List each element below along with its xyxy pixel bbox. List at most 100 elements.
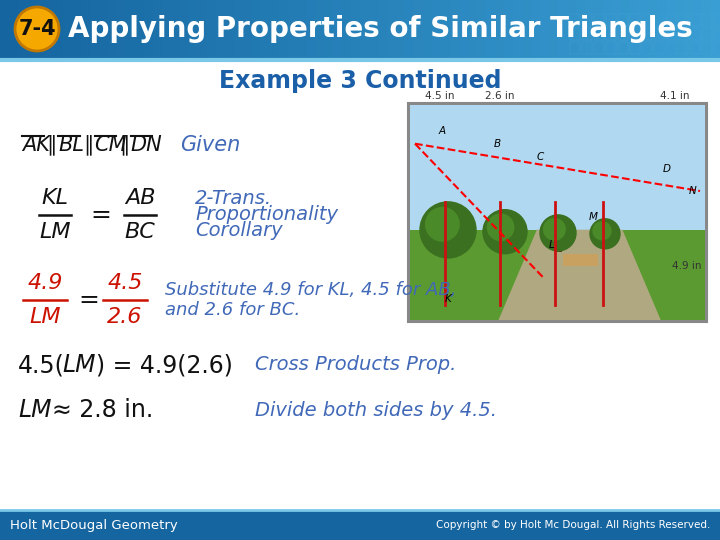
Text: =: = [78,288,99,312]
FancyBboxPatch shape [333,0,343,58]
FancyBboxPatch shape [0,61,720,512]
FancyBboxPatch shape [410,230,705,320]
FancyBboxPatch shape [27,0,37,58]
FancyBboxPatch shape [486,0,496,58]
FancyBboxPatch shape [603,0,613,58]
Text: BC: BC [125,222,156,242]
FancyBboxPatch shape [0,510,720,540]
Circle shape [426,207,459,241]
FancyBboxPatch shape [657,0,667,58]
Circle shape [15,7,59,51]
FancyBboxPatch shape [99,0,109,58]
Text: 4.9 in: 4.9 in [672,261,702,271]
FancyBboxPatch shape [554,238,562,252]
Text: 4.5: 4.5 [107,273,143,293]
FancyBboxPatch shape [126,0,136,58]
Text: LM: LM [39,222,71,242]
Text: Applying Properties of Similar Triangles: Applying Properties of Similar Triangles [68,15,693,43]
FancyBboxPatch shape [288,0,298,58]
Text: LM: LM [62,353,96,377]
Text: 4.5 in: 4.5 in [426,91,455,101]
FancyBboxPatch shape [585,0,595,58]
Text: D: D [663,165,671,174]
FancyBboxPatch shape [378,0,388,58]
FancyBboxPatch shape [279,0,289,58]
Text: ∥: ∥ [83,134,94,156]
FancyBboxPatch shape [702,0,712,58]
Text: 2.6: 2.6 [107,307,143,327]
FancyBboxPatch shape [243,0,253,58]
FancyBboxPatch shape [423,0,433,58]
FancyBboxPatch shape [693,0,703,58]
FancyBboxPatch shape [180,0,190,58]
FancyBboxPatch shape [45,0,55,58]
FancyBboxPatch shape [81,0,91,58]
FancyBboxPatch shape [558,0,568,58]
FancyBboxPatch shape [297,0,307,58]
FancyBboxPatch shape [18,0,28,58]
FancyBboxPatch shape [612,0,622,58]
Text: L: L [549,240,554,249]
Text: LM: LM [30,307,60,327]
FancyBboxPatch shape [342,0,352,58]
Text: LM: LM [18,398,52,422]
Polygon shape [498,230,661,320]
Text: Corollary: Corollary [195,221,283,240]
FancyBboxPatch shape [207,0,217,58]
Circle shape [420,202,476,258]
Text: A: A [438,126,446,136]
FancyBboxPatch shape [396,0,406,58]
FancyBboxPatch shape [504,0,514,58]
FancyBboxPatch shape [563,254,598,266]
FancyBboxPatch shape [408,103,707,322]
FancyBboxPatch shape [468,0,478,58]
Text: 4.9: 4.9 [27,273,63,293]
Text: AB: AB [125,187,156,207]
Circle shape [544,219,565,240]
Text: ≈ 2.8 in.: ≈ 2.8 in. [52,398,153,422]
Text: Copyright © by Holt Mc Dougal. All Rights Reserved.: Copyright © by Holt Mc Dougal. All Right… [436,520,710,530]
FancyBboxPatch shape [144,0,154,58]
FancyBboxPatch shape [567,0,577,58]
FancyBboxPatch shape [270,0,280,58]
FancyBboxPatch shape [153,0,163,58]
FancyBboxPatch shape [594,0,604,58]
FancyBboxPatch shape [162,0,172,58]
FancyBboxPatch shape [252,0,262,58]
FancyBboxPatch shape [369,0,379,58]
FancyBboxPatch shape [666,0,676,58]
Circle shape [593,222,611,240]
Text: 2-Trans.: 2-Trans. [195,190,272,208]
Text: N: N [689,186,697,196]
Text: and 2.6 for BC.: and 2.6 for BC. [165,301,300,319]
FancyBboxPatch shape [501,238,509,254]
Text: B: B [493,139,500,148]
FancyBboxPatch shape [171,0,181,58]
FancyBboxPatch shape [306,0,316,58]
Text: 4.1 in: 4.1 in [660,91,690,101]
FancyBboxPatch shape [477,0,487,58]
Text: CM: CM [94,135,127,155]
FancyBboxPatch shape [234,0,244,58]
FancyBboxPatch shape [513,0,523,58]
Text: Example 3 Continued: Example 3 Continued [219,69,501,93]
FancyBboxPatch shape [315,0,325,58]
FancyBboxPatch shape [601,238,609,249]
FancyBboxPatch shape [450,0,460,58]
Text: 7-4: 7-4 [18,19,56,39]
FancyBboxPatch shape [216,0,226,58]
FancyBboxPatch shape [675,0,685,58]
FancyBboxPatch shape [261,0,271,58]
Text: Proportionality: Proportionality [195,206,338,225]
Text: M: M [588,212,598,222]
FancyBboxPatch shape [684,0,694,58]
FancyBboxPatch shape [576,0,586,58]
FancyBboxPatch shape [36,0,46,58]
FancyBboxPatch shape [648,0,658,58]
FancyBboxPatch shape [495,0,505,58]
Text: 4.5(: 4.5( [18,353,65,377]
FancyBboxPatch shape [0,0,10,58]
Circle shape [487,214,514,240]
Text: ) = 4.9(2.6): ) = 4.9(2.6) [96,353,233,377]
FancyBboxPatch shape [63,0,73,58]
